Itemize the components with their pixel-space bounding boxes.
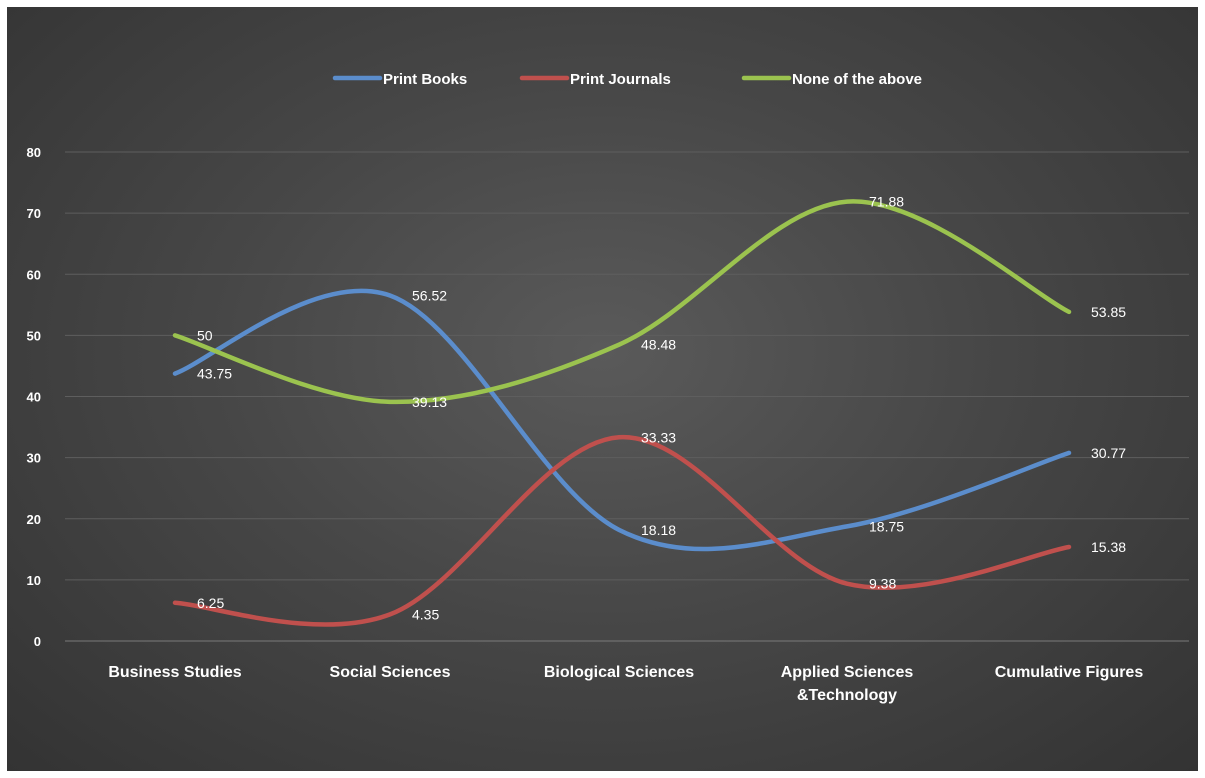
y-tick-label: 10 (27, 573, 41, 588)
line-chart: 0 10 20 30 40 50 60 70 80 Business Studies Social… (27, 71, 1189, 704)
series-lines (172, 199, 1072, 627)
y-tick-label: 0 (34, 634, 41, 649)
data-label: 4.35 (412, 606, 439, 622)
data-label: 15.38 (1091, 539, 1126, 555)
legend: Print Books Print Journals None of the abo… (332, 71, 922, 88)
data-labels: 43.75 56.52 18.18 18.75 30.77 6.25 4.35 33.33 9.… (197, 194, 1126, 623)
y-tick-label: 50 (27, 328, 41, 343)
x-category-label: Applied Sciences &Technology (781, 664, 914, 704)
data-label: 6.25 (197, 595, 224, 611)
data-label: 71.88 (869, 194, 904, 210)
legend-label: None of the above (792, 71, 922, 88)
data-label: 50 (197, 327, 213, 343)
data-label: 18.75 (869, 518, 904, 534)
data-label: 9.38 (869, 576, 896, 592)
data-label: 33.33 (641, 429, 676, 445)
data-label: 48.48 (641, 337, 676, 353)
data-label: 18.18 (641, 522, 676, 538)
y-tick-label: 60 (27, 267, 41, 282)
x-category-label: Social Sciences (330, 664, 451, 681)
y-axis-ticks: 0 10 20 30 40 50 60 70 80 (27, 145, 41, 649)
series-line (172, 288, 1072, 552)
y-tick-label: 80 (27, 145, 41, 160)
gridlines (65, 151, 1189, 642)
y-tick-label: 20 (27, 512, 41, 527)
y-tick-label: 30 (27, 451, 41, 466)
data-label: 53.85 (1091, 304, 1126, 320)
x-category-label: Business Studies (108, 664, 241, 681)
series-line (172, 435, 1072, 627)
data-label: 30.77 (1091, 445, 1126, 461)
data-label: 43.75 (197, 366, 232, 382)
y-tick-label: 40 (27, 390, 41, 405)
chart-area: 0 10 20 30 40 50 60 70 80 Business Studies Social… (7, 7, 1198, 771)
series-line (172, 199, 1072, 405)
data-label: 39.13 (412, 394, 447, 410)
x-category-label: Biological Sciences (544, 664, 694, 681)
y-tick-label: 70 (27, 206, 41, 221)
x-category-label: Cumulative Figures (995, 664, 1144, 681)
x-axis-categories: Business Studies Social Sciences Biologica… (108, 664, 1143, 704)
legend-label: Print Journals (570, 71, 671, 88)
legend-label: Print Books (383, 71, 467, 88)
data-label: 56.52 (412, 288, 447, 304)
